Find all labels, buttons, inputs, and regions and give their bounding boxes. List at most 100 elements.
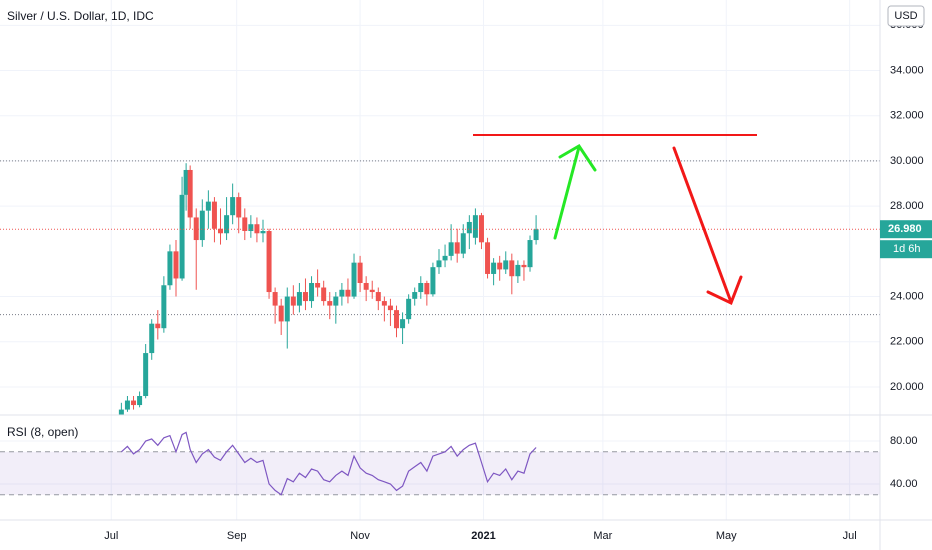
candle-body [302, 292, 308, 302]
candle-body [424, 282, 430, 295]
candle-body [485, 242, 491, 274]
x-tick-label: Sep [227, 530, 247, 542]
candle-body [472, 215, 478, 238]
candle-body [387, 305, 393, 311]
x-tick-label: 2021 [471, 530, 495, 542]
candle-body [143, 353, 149, 397]
rsi-pane [0, 431, 880, 496]
candle-body [137, 396, 143, 406]
candle-body [460, 233, 466, 254]
candle-body [205, 201, 211, 211]
down-arrow [672, 146, 743, 306]
candle-body [321, 287, 327, 302]
y-tick-label: 22.000 [890, 336, 924, 348]
candle-body [478, 215, 484, 243]
candle-body [515, 264, 521, 277]
candle-body [369, 289, 375, 293]
x-tick-label: May [716, 530, 737, 542]
candle-body [309, 282, 315, 302]
currency[interactable]: USD [894, 10, 917, 22]
y-tick-label: 30.000 [890, 155, 924, 167]
x-tick-label: Jul [843, 530, 857, 542]
candle-body [442, 255, 448, 261]
y-tick-label: 28.000 [890, 200, 924, 212]
x-tick-label: Nov [350, 530, 370, 542]
candle-body [248, 224, 254, 232]
candle-body [430, 267, 436, 295]
last-price-box [880, 220, 932, 239]
candle-body [266, 231, 272, 293]
countdown-box [880, 240, 932, 259]
candle-body [400, 319, 406, 329]
rsi-line [120, 431, 537, 496]
x-tick-label: Mar [593, 530, 612, 542]
candle-body [406, 298, 412, 320]
candle-body [315, 282, 321, 288]
candle-body [527, 240, 533, 268]
candle-body [124, 400, 130, 410]
candle-body [454, 242, 460, 254]
candle-body [199, 210, 205, 241]
candle-body [187, 169, 193, 218]
candle-body [497, 262, 503, 270]
candle-body [278, 305, 284, 322]
x-tick-label: Jul [104, 530, 118, 542]
candle-body [224, 215, 230, 234]
candle-body [418, 282, 424, 293]
candle-body [466, 221, 472, 234]
rsi-title: RSI (8, open) [7, 425, 78, 439]
countdown: 1d 6h [893, 243, 921, 255]
candle-body [131, 400, 137, 406]
candle-body [183, 169, 189, 195]
candle-body [230, 197, 236, 216]
candle-body [339, 289, 345, 297]
candle-body [173, 251, 179, 279]
candle-body [211, 201, 217, 229]
candle-body [375, 292, 381, 302]
candle-body [242, 217, 248, 232]
currency-button[interactable] [887, 5, 925, 27]
candle-body [118, 409, 124, 415]
rsi-tick-label: 40.00 [890, 478, 918, 490]
candle-body [327, 301, 333, 306]
candle-body [193, 217, 199, 241]
candle-body [290, 296, 296, 306]
candle-body [254, 224, 260, 234]
candle-body [345, 289, 351, 297]
candle-body [533, 229, 539, 241]
y-tick-label: 34.000 [890, 64, 924, 76]
candle-body [521, 264, 527, 268]
candle-body [272, 292, 278, 306]
candle-body [509, 260, 515, 277]
candle-body [436, 260, 442, 268]
candle-body [155, 323, 161, 329]
candle-body [260, 231, 266, 234]
y-tick-label: 32.000 [890, 110, 924, 122]
rsi-tick-label: 80.00 [890, 435, 918, 447]
y-tick-label: 24.000 [890, 290, 924, 302]
candle-body [363, 282, 369, 290]
candle-body [179, 194, 185, 279]
up-arrow [553, 143, 597, 240]
last-price-label: 26.980 [888, 223, 922, 235]
candle-body [167, 251, 173, 286]
candle-body [448, 242, 454, 256]
candle-body [351, 262, 357, 297]
candle-body [218, 228, 224, 234]
axes: Jul Sep Nov 2021 Mar May Jul 20.000 22.000 24.000… [104, 19, 923, 542]
candle-body [333, 296, 339, 306]
rsi-band [0, 451, 880, 495]
chart-title: Silver / U.S. Dollar, 1D, IDC [7, 9, 154, 23]
price-pane [0, 160, 880, 415]
candle-body [236, 197, 242, 218]
candle-body [357, 262, 363, 283]
grid [0, 0, 880, 520]
candle-body [412, 292, 418, 299]
candle-body [284, 296, 290, 322]
candle-body [503, 260, 509, 270]
candle-body [296, 292, 302, 306]
candle-body [149, 323, 155, 354]
candle-body [394, 310, 400, 329]
candle-body [161, 285, 167, 329]
